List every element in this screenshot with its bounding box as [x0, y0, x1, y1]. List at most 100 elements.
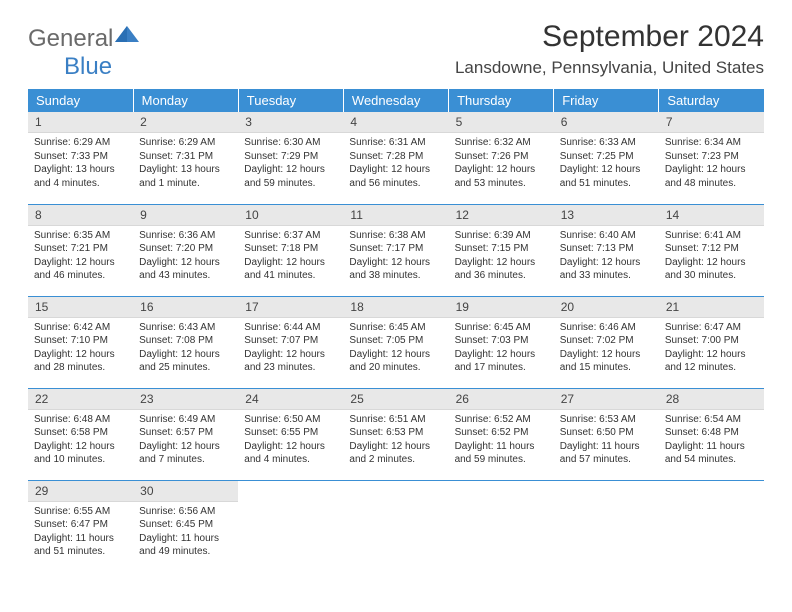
- daylight-line1: Daylight: 12 hours: [560, 256, 653, 270]
- weekday-header-row: Sunday Monday Tuesday Wednesday Thursday…: [28, 89, 764, 112]
- day-number: 14: [659, 205, 764, 226]
- sunrise-text: Sunrise: 6:30 AM: [244, 136, 337, 150]
- day-content: Sunrise: 6:46 AMSunset: 7:02 PMDaylight:…: [554, 318, 659, 379]
- brand-logo: General Blue: [28, 24, 141, 81]
- daylight-line1: Daylight: 12 hours: [560, 163, 653, 177]
- daylight-line1: Daylight: 12 hours: [455, 163, 548, 177]
- day-content: Sunrise: 6:41 AMSunset: 7:12 PMDaylight:…: [659, 226, 764, 287]
- day-cell: 28Sunrise: 6:54 AMSunset: 6:48 PMDayligh…: [659, 388, 764, 480]
- daylight-line2: and 33 minutes.: [560, 269, 653, 283]
- sunset-text: Sunset: 7:03 PM: [455, 334, 548, 348]
- day-content: Sunrise: 6:49 AMSunset: 6:57 PMDaylight:…: [133, 410, 238, 471]
- sunrise-text: Sunrise: 6:31 AM: [349, 136, 442, 150]
- sunrise-text: Sunrise: 6:33 AM: [560, 136, 653, 150]
- sunrise-text: Sunrise: 6:29 AM: [34, 136, 127, 150]
- day-cell: 19Sunrise: 6:45 AMSunset: 7:03 PMDayligh…: [449, 296, 554, 388]
- day-cell: 12Sunrise: 6:39 AMSunset: 7:15 PMDayligh…: [449, 204, 554, 296]
- daylight-line2: and 54 minutes.: [665, 453, 758, 467]
- day-number: 11: [343, 205, 448, 226]
- logo-part1: General: [28, 25, 113, 52]
- day-number: 27: [554, 389, 659, 410]
- day-content: Sunrise: 6:38 AMSunset: 7:17 PMDaylight:…: [343, 226, 448, 287]
- daylight-line1: Daylight: 12 hours: [349, 256, 442, 270]
- day-number: 30: [133, 481, 238, 502]
- day-cell: 27Sunrise: 6:53 AMSunset: 6:50 PMDayligh…: [554, 388, 659, 480]
- sunrise-text: Sunrise: 6:38 AM: [349, 229, 442, 243]
- day-cell: 26Sunrise: 6:52 AMSunset: 6:52 PMDayligh…: [449, 388, 554, 480]
- sunrise-text: Sunrise: 6:54 AM: [665, 413, 758, 427]
- daylight-line1: Daylight: 12 hours: [665, 256, 758, 270]
- day-cell: 16Sunrise: 6:43 AMSunset: 7:08 PMDayligh…: [133, 296, 238, 388]
- day-number: 19: [449, 297, 554, 318]
- day-number: 10: [238, 205, 343, 226]
- day-number: 18: [343, 297, 448, 318]
- day-cell: 13Sunrise: 6:40 AMSunset: 7:13 PMDayligh…: [554, 204, 659, 296]
- day-cell: 29Sunrise: 6:55 AMSunset: 6:47 PMDayligh…: [28, 480, 133, 572]
- sunset-text: Sunset: 6:53 PM: [349, 426, 442, 440]
- day-number: 26: [449, 389, 554, 410]
- sunset-text: Sunset: 7:23 PM: [665, 150, 758, 164]
- sunrise-text: Sunrise: 6:49 AM: [139, 413, 232, 427]
- daylight-line2: and 41 minutes.: [244, 269, 337, 283]
- sunrise-text: Sunrise: 6:40 AM: [560, 229, 653, 243]
- weekday-header: Monday: [133, 89, 238, 112]
- sunrise-text: Sunrise: 6:32 AM: [455, 136, 548, 150]
- daylight-line1: Daylight: 12 hours: [34, 440, 127, 454]
- sunset-text: Sunset: 7:26 PM: [455, 150, 548, 164]
- day-number: 1: [28, 112, 133, 133]
- sunset-text: Sunset: 7:05 PM: [349, 334, 442, 348]
- daylight-line2: and 4 minutes.: [34, 177, 127, 191]
- sunset-text: Sunset: 7:10 PM: [34, 334, 127, 348]
- daylight-line1: Daylight: 12 hours: [139, 348, 232, 362]
- header: General Blue September 2024 Lansdowne, P…: [28, 20, 764, 81]
- sunset-text: Sunset: 7:25 PM: [560, 150, 653, 164]
- day-content: Sunrise: 6:54 AMSunset: 6:48 PMDaylight:…: [659, 410, 764, 471]
- sunrise-text: Sunrise: 6:39 AM: [455, 229, 548, 243]
- sunrise-text: Sunrise: 6:36 AM: [139, 229, 232, 243]
- sunrise-text: Sunrise: 6:44 AM: [244, 321, 337, 335]
- daylight-line1: Daylight: 12 hours: [349, 348, 442, 362]
- daylight-line2: and 46 minutes.: [34, 269, 127, 283]
- day-cell: 15Sunrise: 6:42 AMSunset: 7:10 PMDayligh…: [28, 296, 133, 388]
- day-content: Sunrise: 6:35 AMSunset: 7:21 PMDaylight:…: [28, 226, 133, 287]
- day-content: Sunrise: 6:29 AMSunset: 7:31 PMDaylight:…: [133, 133, 238, 194]
- daylight-line2: and 59 minutes.: [455, 453, 548, 467]
- daylight-line2: and 51 minutes.: [34, 545, 127, 559]
- day-content: Sunrise: 6:30 AMSunset: 7:29 PMDaylight:…: [238, 133, 343, 194]
- daylight-line1: Daylight: 12 hours: [665, 163, 758, 177]
- day-cell: 4Sunrise: 6:31 AMSunset: 7:28 PMDaylight…: [343, 112, 448, 204]
- daylight-line1: Daylight: 11 hours: [665, 440, 758, 454]
- sunrise-text: Sunrise: 6:42 AM: [34, 321, 127, 335]
- day-number: 25: [343, 389, 448, 410]
- day-content: Sunrise: 6:37 AMSunset: 7:18 PMDaylight:…: [238, 226, 343, 287]
- day-content: Sunrise: 6:43 AMSunset: 7:08 PMDaylight:…: [133, 318, 238, 379]
- day-cell: 17Sunrise: 6:44 AMSunset: 7:07 PMDayligh…: [238, 296, 343, 388]
- sunrise-text: Sunrise: 6:52 AM: [455, 413, 548, 427]
- daylight-line1: Daylight: 12 hours: [139, 256, 232, 270]
- sunrise-text: Sunrise: 6:48 AM: [34, 413, 127, 427]
- location: Lansdowne, Pennsylvania, United States: [455, 58, 764, 78]
- daylight-line2: and 15 minutes.: [560, 361, 653, 375]
- daylight-line2: and 36 minutes.: [455, 269, 548, 283]
- day-cell: 2Sunrise: 6:29 AMSunset: 7:31 PMDaylight…: [133, 112, 238, 204]
- sunset-text: Sunset: 7:12 PM: [665, 242, 758, 256]
- sunset-text: Sunset: 6:45 PM: [139, 518, 232, 532]
- day-cell: 23Sunrise: 6:49 AMSunset: 6:57 PMDayligh…: [133, 388, 238, 480]
- day-number: 22: [28, 389, 133, 410]
- daylight-line1: Daylight: 11 hours: [455, 440, 548, 454]
- day-cell: 24Sunrise: 6:50 AMSunset: 6:55 PMDayligh…: [238, 388, 343, 480]
- daylight-line1: Daylight: 11 hours: [34, 532, 127, 546]
- calendar-table: Sunday Monday Tuesday Wednesday Thursday…: [28, 89, 764, 572]
- sunset-text: Sunset: 7:28 PM: [349, 150, 442, 164]
- daylight-line1: Daylight: 12 hours: [560, 348, 653, 362]
- daylight-line1: Daylight: 12 hours: [244, 440, 337, 454]
- month-title: September 2024: [455, 20, 764, 54]
- daylight-line1: Daylight: 12 hours: [349, 163, 442, 177]
- day-cell: 11Sunrise: 6:38 AMSunset: 7:17 PMDayligh…: [343, 204, 448, 296]
- sunrise-text: Sunrise: 6:37 AM: [244, 229, 337, 243]
- day-cell: 21Sunrise: 6:47 AMSunset: 7:00 PMDayligh…: [659, 296, 764, 388]
- day-number: 16: [133, 297, 238, 318]
- sunset-text: Sunset: 7:33 PM: [34, 150, 127, 164]
- sunset-text: Sunset: 7:29 PM: [244, 150, 337, 164]
- day-number: 17: [238, 297, 343, 318]
